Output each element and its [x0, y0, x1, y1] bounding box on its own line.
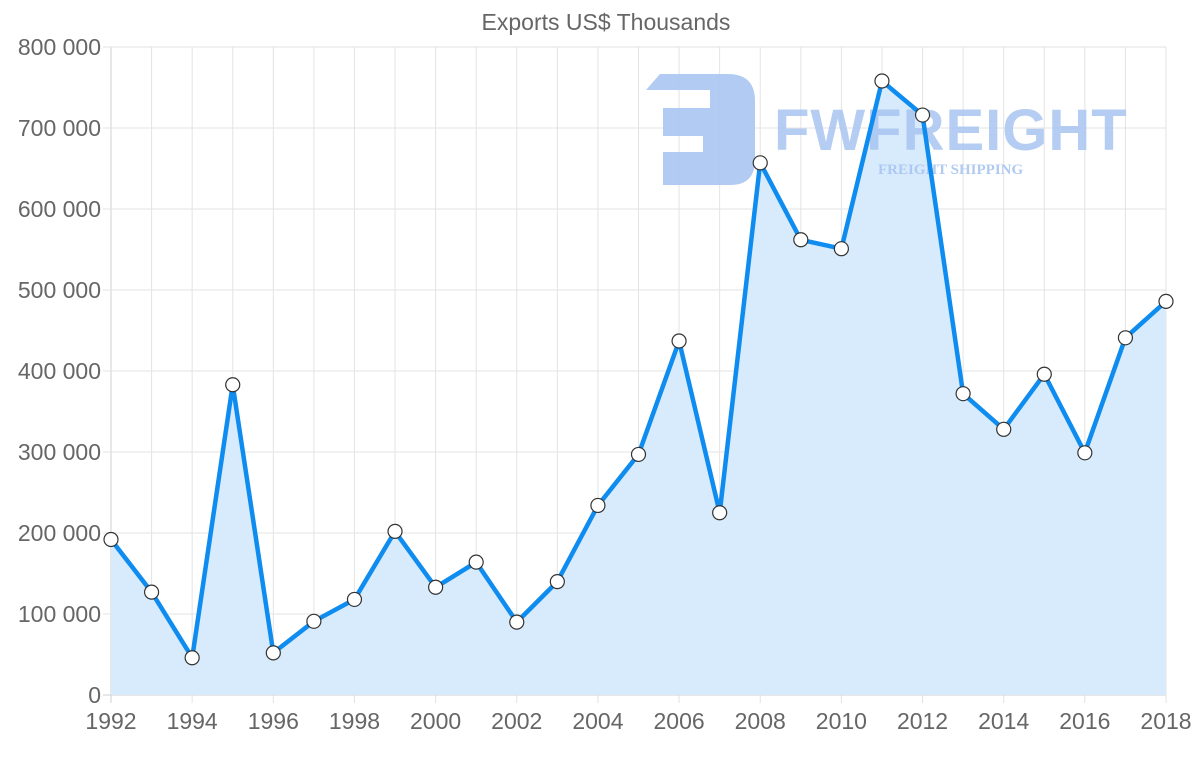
data-point-2006[interactable] [671, 333, 687, 349]
x-tick-label: 2010 [816, 708, 867, 734]
data-point-2009[interactable] [793, 232, 809, 248]
x-tick-label: 2018 [1140, 708, 1191, 734]
data-point-2003[interactable] [549, 573, 565, 590]
data-point-1994[interactable] [184, 650, 200, 666]
y-axis-labels: 0 100 000 200 000 300 000 400 000 500 000 600 … [18, 34, 101, 708]
data-point-2018[interactable] [1158, 293, 1174, 309]
x-tick-label: 2004 [572, 708, 623, 734]
data-point-1996[interactable] [265, 645, 281, 661]
x-tick-label: 2016 [1059, 708, 1110, 734]
x-tick-label: 2014 [978, 708, 1029, 734]
y-tick-label: 300 000 [18, 439, 101, 465]
y-tick-label: 200 000 [18, 520, 101, 546]
y-tick-label: 600 000 [18, 196, 101, 222]
x-tick-label: 2002 [491, 708, 542, 734]
data-point-1995[interactable] [225, 377, 241, 393]
data-point-1997[interactable] [306, 613, 322, 629]
data-point-1999[interactable] [387, 523, 403, 539]
y-tick-label: 0 [88, 682, 101, 708]
x-tick-label: 1998 [329, 708, 380, 734]
x-tick-label: 1994 [167, 708, 218, 734]
data-point-2002[interactable] [509, 614, 525, 630]
data-point-2008[interactable] [752, 155, 768, 171]
x-tick-label: 2006 [653, 708, 704, 734]
data-point-2011[interactable] [874, 73, 890, 89]
data-point-2012[interactable] [914, 107, 931, 123]
data-point-2004[interactable] [590, 497, 606, 514]
x-axis-labels: 1992 1994 1996 1998 2000 2002 2004 2006 2008 2010… [85, 708, 1191, 734]
x-tick-label: 2000 [410, 708, 461, 734]
data-point-1998[interactable] [346, 591, 363, 608]
data-point-2016[interactable] [1077, 445, 1093, 461]
fwfreight-watermark: FWFREIGHT FREIGHT SHIPPING [646, 74, 1128, 185]
x-tick-label: 1996 [248, 708, 299, 734]
x-tick-label: 2012 [897, 708, 948, 734]
y-tick-label: 700 000 [18, 115, 101, 141]
data-point-2007[interactable] [712, 505, 728, 521]
watermark-tagline: FREIGHT SHIPPING [878, 162, 1023, 178]
data-points [103, 73, 1174, 666]
data-point-2000[interactable] [428, 579, 444, 595]
data-point-2014[interactable] [996, 421, 1012, 437]
data-point-2017[interactable] [1117, 330, 1134, 346]
data-point-2001[interactable] [468, 554, 484, 570]
x-tick-label: 2008 [735, 708, 786, 734]
fwfreight-logo-icon [646, 74, 755, 185]
x-tick-label: 1992 [85, 708, 136, 734]
area-fill [111, 81, 1166, 695]
watermark-brand: FWFREIGHT [774, 98, 1128, 163]
y-tick-label: 800 000 [18, 34, 101, 60]
chart-title: Exports US$ Thousands [482, 9, 731, 35]
data-point-2013[interactable] [955, 386, 971, 402]
data-point-2015[interactable] [1036, 366, 1052, 382]
data-point-1992[interactable] [103, 531, 119, 548]
data-point-2010[interactable] [833, 241, 849, 257]
y-tick-label: 400 000 [18, 358, 101, 384]
data-point-1993[interactable] [143, 584, 160, 600]
data-point-2005[interactable] [630, 446, 647, 463]
y-tick-label: 100 000 [18, 601, 101, 627]
y-tick-label: 500 000 [18, 277, 101, 303]
